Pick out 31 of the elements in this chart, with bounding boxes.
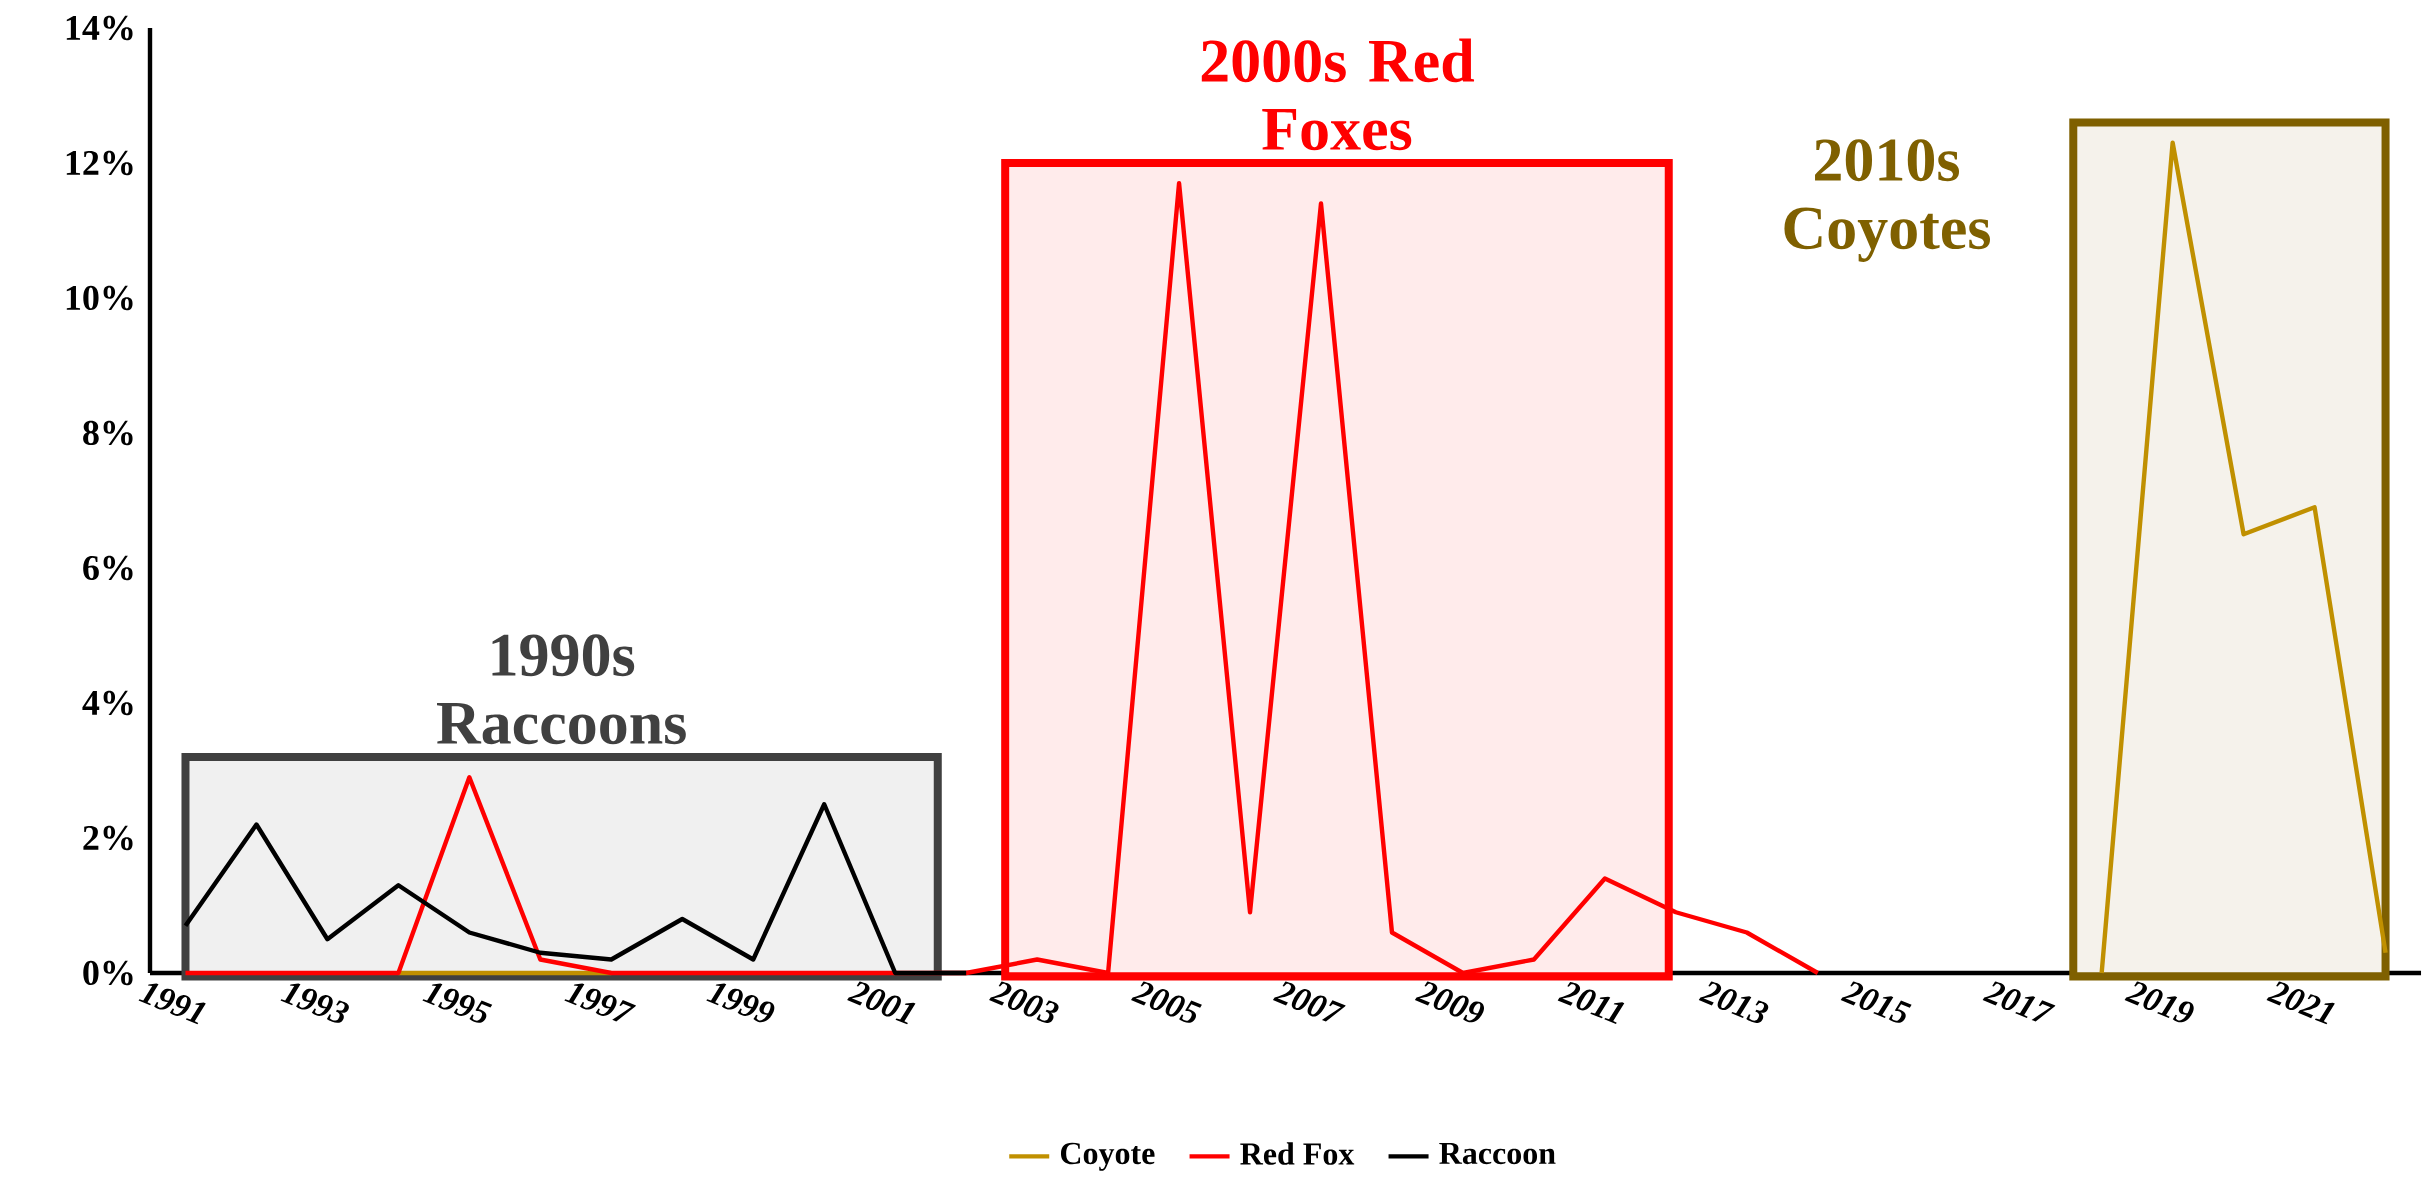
y-tick-label: 14% xyxy=(66,15,133,41)
y-tick-label: 12% xyxy=(66,150,133,176)
x-tick-label: 1991 xyxy=(138,983,206,1025)
x-tick-label: 2021 xyxy=(2266,981,2335,1025)
y-tick-label: 0% xyxy=(83,960,133,986)
x-tick-label: 1995 xyxy=(422,983,493,1023)
x-tick-label: 2003 xyxy=(989,981,1059,1023)
y-tick-label: 8% xyxy=(83,420,133,446)
y-tick-label: 6% xyxy=(83,555,133,581)
y-tick-label: 4% xyxy=(82,690,133,716)
x-tick-label: 2005 xyxy=(1131,981,1202,1023)
y-tick-label: 2% xyxy=(83,825,133,851)
legend-label: Red Fox xyxy=(1240,1142,1355,1165)
x-tick-label: 1993 xyxy=(280,983,349,1023)
x-tick-label: 2009 xyxy=(1414,981,1485,1023)
x-tick-label: 1997 xyxy=(564,983,637,1022)
x-tick-label: 2017 xyxy=(1982,981,2056,1022)
y-tick-label: 10% xyxy=(66,285,133,311)
x-tick-label: 2011 xyxy=(1557,981,1625,1025)
band-label: 2000s Red Foxes xyxy=(1201,38,1475,151)
band-label: 1990s Raccoons xyxy=(436,634,686,745)
x-tick-label: 2019 xyxy=(2124,981,2194,1023)
x-tick-label: 2013 xyxy=(1698,981,1769,1023)
line-series xyxy=(183,802,969,976)
band-label: 2010s Coyotes xyxy=(1784,139,1991,262)
x-tick-label: 1999 xyxy=(706,983,775,1023)
legend-label: Coyote xyxy=(1060,1142,1155,1171)
x-tick-label: 2001 xyxy=(847,981,916,1025)
x-tick-label: 2007 xyxy=(1272,981,1346,1022)
legend-label: Raccoon xyxy=(1439,1142,1556,1165)
x-tick-label: 2015 xyxy=(1840,981,1912,1023)
